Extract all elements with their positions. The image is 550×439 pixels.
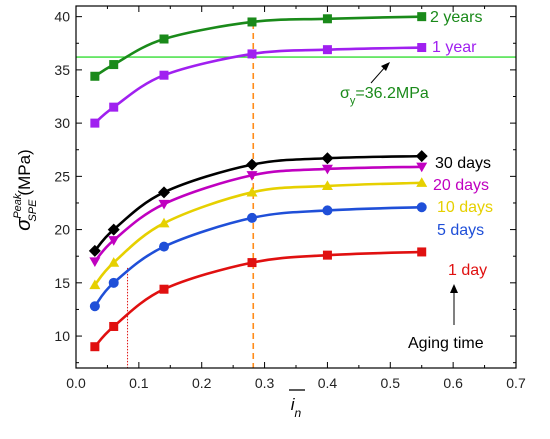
data-point (89, 301, 100, 312)
series-line (93, 250, 422, 348)
data-point (158, 186, 170, 199)
y-tick-label: 20 (54, 222, 70, 238)
y-axis-title: σPeak SPE(MPa) (12, 149, 39, 230)
series-label: 5 days (437, 222, 484, 239)
data-point (416, 202, 427, 213)
x-axis-title: in (291, 395, 302, 420)
series-line (94, 15, 422, 78)
series-line (93, 181, 422, 286)
data-point (159, 70, 169, 80)
series-label: 2 years (430, 9, 482, 26)
labels: 2 years 1 year 30 days 20 days 10 days 5 days… (12, 9, 493, 420)
data-point (90, 342, 100, 352)
y-tick-label: 40 (54, 9, 70, 25)
data-point (158, 199, 170, 210)
data-point (108, 257, 120, 267)
data-point (416, 177, 428, 187)
data-point (109, 102, 119, 112)
x-tick-label: 0.7 (506, 375, 526, 391)
data-point (322, 45, 332, 55)
data-point (158, 217, 170, 228)
axes: 0.0 0.1 0.2 0.3 0.4 0.5 0.6 0.7 10 15 20 25 30 35 40 (54, 5, 526, 391)
series-30-days (88, 150, 428, 257)
series-label: 10 days (437, 199, 493, 216)
data-point (415, 150, 428, 163)
data-point (246, 186, 258, 197)
data-point (416, 162, 428, 173)
y-tick-label: 35 (54, 62, 70, 78)
series-1-day (90, 247, 427, 352)
aging-time-label: Aging time (408, 335, 484, 352)
data-point (246, 158, 258, 171)
x-tick-label: 0.4 (318, 375, 338, 391)
x-tick-label: 0.3 (255, 375, 275, 391)
data-point (108, 277, 119, 288)
data-point (89, 279, 101, 290)
yield-arrow-head (381, 62, 390, 71)
data-point (247, 258, 257, 268)
data-point (90, 71, 100, 81)
data-point (109, 60, 119, 70)
series-5-days (89, 202, 427, 312)
data-point (246, 171, 258, 181)
yield-label: σy=36.2MPa (340, 85, 429, 107)
series-label: 30 days (435, 155, 491, 172)
series-10-days (89, 177, 428, 290)
data-point (88, 244, 101, 257)
yield-arrow-line (370, 65, 387, 84)
series-layer (88, 12, 428, 352)
series-2-years (90, 12, 427, 81)
series-label: 20 days (433, 177, 489, 194)
y-tick-label: 15 (54, 275, 70, 291)
aging-arrow-head (450, 284, 458, 293)
data-point (159, 284, 169, 294)
x-tick-label: 0.1 (129, 375, 149, 391)
series-label: 1 day (448, 262, 487, 279)
series-line (93, 205, 422, 308)
data-point (417, 247, 427, 257)
x-tick-label: 0.2 (192, 375, 212, 391)
data-point (90, 118, 100, 128)
data-point (321, 152, 334, 165)
y-tick-label: 30 (54, 115, 70, 131)
data-point (159, 34, 169, 44)
annotations (76, 23, 516, 368)
data-point (417, 43, 427, 53)
data-point (89, 257, 101, 268)
data-point (321, 164, 333, 175)
series-line (93, 165, 422, 263)
data-point (247, 17, 257, 27)
data-point (247, 49, 257, 59)
data-point (108, 236, 120, 246)
x-tick-label: 0.5 (381, 375, 401, 391)
data-point (322, 14, 332, 24)
series-20-days (89, 162, 428, 268)
x-tick-label: 0.0 (66, 375, 86, 391)
x-tick-label: 0.6 (443, 375, 463, 391)
data-point (321, 180, 333, 191)
data-point (322, 205, 333, 216)
data-point (159, 241, 169, 252)
data-point (417, 12, 427, 22)
data-point (109, 321, 119, 331)
y-tick-label: 25 (54, 168, 70, 184)
series-1-year (90, 43, 427, 128)
data-point (107, 223, 120, 236)
series-label: 1 year (432, 39, 477, 56)
y-tick-label: 10 (54, 328, 70, 344)
data-point (247, 212, 257, 223)
data-point (322, 250, 332, 260)
